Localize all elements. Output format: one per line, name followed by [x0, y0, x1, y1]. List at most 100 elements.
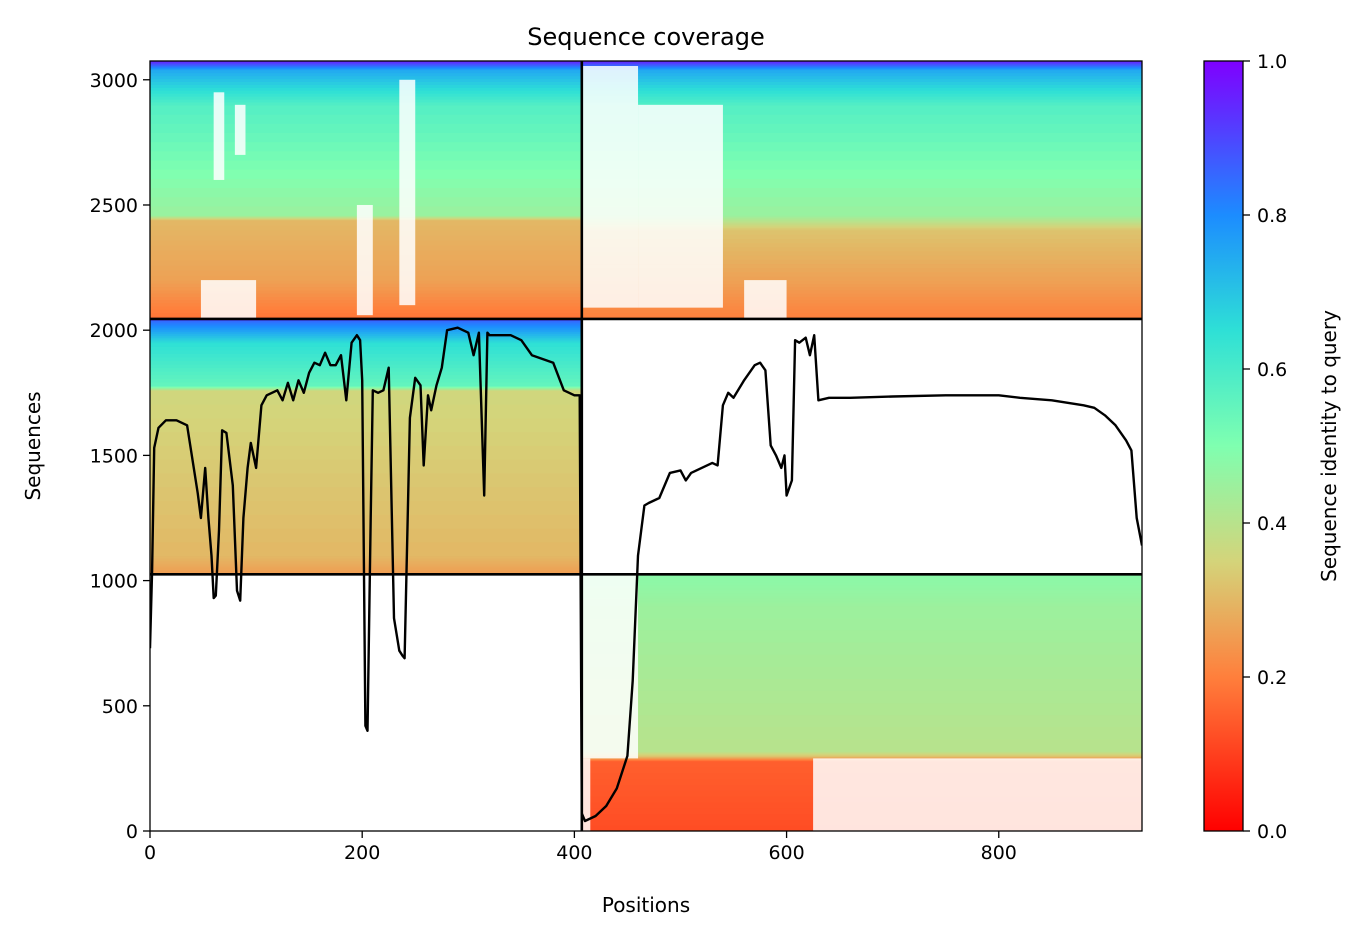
heatmap-cell-top-left: [150, 315, 582, 320]
heatmap-cell-top-right: [581, 69, 1142, 74]
heatmap-cell-top-right: [581, 215, 1142, 217]
heatmap-cell-middle-left: [150, 563, 582, 566]
colorbar-tick-label: 0.2: [1257, 667, 1287, 689]
heatmap-cell-middle-left: [150, 325, 582, 329]
heatmap-cell-middle-left: [150, 571, 582, 574]
heatmap-cell-middle-left: [150, 528, 582, 543]
heatmap-cell-top-right: [581, 223, 1142, 226]
heatmap-cell-top-right: [581, 61, 1142, 64]
heatmap-cell-top-right: [581, 280, 1142, 284]
heatmap-cell-top-right: [581, 87, 1142, 91]
heatmap-cell-top-right: [581, 259, 1142, 265]
heatmap-cell-middle-left: [150, 569, 582, 572]
heatmap-cell-top-left: [150, 75, 582, 80]
heatmap-cell-top-right: [581, 299, 1142, 304]
heatmap-cell-top-right: [581, 63, 1142, 65]
heatmap-cell-top-left: [150, 93, 582, 97]
heatmap-cell-top-left: [150, 67, 582, 69]
heatmap-cell-top-left: [150, 150, 582, 161]
heatmap-cell-top-right: [581, 305, 1142, 310]
heatmap-cell-bottom-right: [581, 605, 1142, 619]
heatmap-cell-middle-left: [150, 431, 582, 446]
heatmap-cell-top-left: [150, 104, 582, 115]
colorbar-tick-label: 0.8: [1257, 205, 1287, 227]
x-tick-label: 400: [556, 842, 592, 864]
heatmap-cell-top-right: [581, 217, 1142, 220]
heatmap-cell-top-right: [581, 66, 1142, 68]
heatmap-cell-middle-left: [150, 374, 582, 379]
heatmap-cell-top-right: [581, 196, 1142, 207]
heatmap-cell-top-right: [581, 69, 1142, 71]
heatmap-cell-top-right: [581, 187, 1142, 198]
heatmap-cell-bottom-right: [581, 678, 1142, 691]
heatmap-cell-top-right: [581, 84, 1142, 88]
heatmap-cell-bottom-right: [581, 592, 1142, 596]
x-tick-label: 800: [981, 842, 1017, 864]
heatmap-cell-top-right: [581, 93, 1142, 97]
gap-region: [356, 204, 373, 316]
heatmap-cell-bottom-right: [581, 589, 1142, 594]
heatmap-cell-top-left: [150, 178, 582, 189]
heatmap-cell-top-left: [150, 61, 582, 63]
heatmap-cell-top-left: [150, 101, 582, 106]
heatmap-cell-middle-left: [150, 371, 582, 376]
heatmap-cell-top-right: [581, 293, 1142, 297]
heatmap-cell-top-right: [581, 96, 1142, 100]
heatmap-cell-top-left: [150, 63, 582, 65]
heatmap-cell-middle-left: [150, 337, 582, 340]
heatmap-cell-top-right: [581, 101, 1142, 106]
heatmap-cell-middle-left: [150, 338, 582, 342]
colorbar-ticks: 0.0 0.2 0.4 0.6 0.8 1.0: [1243, 51, 1287, 843]
heatmap-cell-top-left: [150, 196, 582, 207]
heatmap-cell-middle-left: [150, 561, 582, 564]
heatmap-cell-middle-left: [150, 323, 582, 327]
heatmap-cell-middle-left: [150, 349, 582, 354]
heatmap-cell-top-right: [581, 220, 1142, 222]
heatmap-cell-top-right: [581, 132, 1142, 143]
colorbar-tick-label: 1.0: [1257, 51, 1287, 73]
gap-region: [638, 104, 723, 308]
heatmap-cell-middle-left: [150, 340, 582, 344]
heatmap-cell-top-left: [150, 81, 582, 85]
y-tick-label: 500: [102, 696, 138, 718]
heatmap-cell-middle-left: [150, 320, 582, 323]
heatmap-cell-top-right: [581, 75, 1142, 80]
heatmap-cell-top-right: [581, 275, 1142, 281]
heatmap-cell-top-right: [581, 228, 1142, 231]
heatmap-cell-bottom-right: [581, 576, 1142, 581]
chart-title: Sequence coverage: [527, 23, 764, 51]
heatmap-cell-top-left: [150, 169, 582, 179]
heatmap-cell-bottom-right: [581, 597, 1142, 602]
gap-region: [581, 66, 639, 308]
heatmap-cell-top-left: [150, 90, 582, 94]
gap-region: [399, 79, 416, 306]
heatmap-cell-top-left: [150, 96, 582, 100]
heatmap-cell-top-right: [581, 90, 1142, 94]
heatmap-cell-top-right: [581, 81, 1142, 85]
heatmap-cell-middle-left: [150, 404, 582, 419]
heatmap-cell-top-right: [581, 289, 1142, 294]
heatmap-cell-top-left: [150, 87, 582, 91]
heatmap-cell-bottom-right: [581, 714, 1142, 728]
heatmap-cell-top-left: [150, 123, 582, 133]
heatmap-cell-middle-left: [150, 560, 582, 563]
heatmap-cell-bottom-right: [581, 738, 1142, 752]
heatmap-cell-middle-left: [150, 486, 582, 502]
heatmap-cell-middle-left: [150, 367, 582, 372]
heatmap-cell-top-right: [581, 114, 1142, 124]
heatmap-cell-top-right: [581, 227, 1142, 230]
heatmap-cell-top-left: [150, 72, 582, 77]
heatmap-cell-top-right: [581, 64, 1142, 66]
gap-region: [200, 280, 257, 319]
heatmap-cell-middle-left: [150, 342, 582, 347]
heatmap-cell-top-right: [581, 242, 1142, 248]
heatmap-cell-top-right: [581, 218, 1142, 221]
heatmap-cell-middle-left: [150, 472, 582, 488]
heatmap-cell-top-right: [581, 283, 1142, 288]
heatmap-cell-top-right: [581, 67, 1142, 69]
colorbar-fill: [1203, 60, 1244, 832]
heatmap-cell-top-right: [581, 286, 1142, 291]
heatmap-cell-top-right: [581, 141, 1142, 152]
x-axis-label: Positions: [602, 893, 690, 917]
